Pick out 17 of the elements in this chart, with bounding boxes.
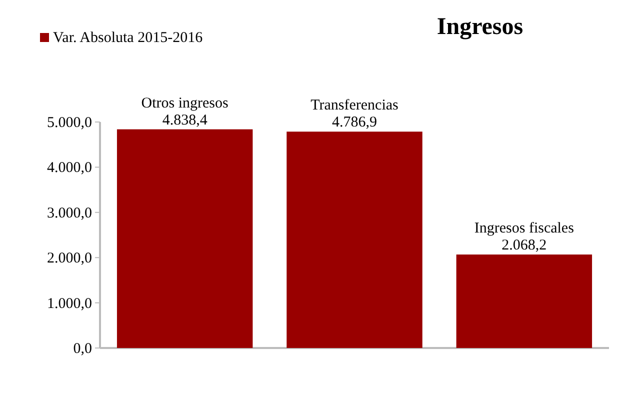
y-tick-label: 0,0 <box>73 341 92 357</box>
bar <box>286 132 422 348</box>
x-tick-label: Ingresos fiscales <box>474 220 574 237</box>
x-tick-label: Otros ingresos <box>141 95 229 112</box>
legend-label: Var. Absoluta 2015-2016 <box>53 30 204 46</box>
bar <box>456 254 592 348</box>
y-tick-label: 2.000,0 <box>47 250 92 267</box>
bar <box>116 129 253 348</box>
y-tick-label: 1.000,0 <box>47 296 92 312</box>
data-label: 4.838,4 <box>162 112 208 128</box>
chart-title: Ingresos <box>436 14 524 40</box>
data-label: 2.068,2 <box>502 238 547 254</box>
y-tick-label: 5.000,0 <box>47 115 92 131</box>
data-label: 4.786,9 <box>332 114 377 131</box>
y-tick-label: 4.000,0 <box>47 160 92 176</box>
x-tick-label: Transferencias <box>310 98 399 114</box>
y-tick-label: 3.000,0 <box>47 205 92 222</box>
